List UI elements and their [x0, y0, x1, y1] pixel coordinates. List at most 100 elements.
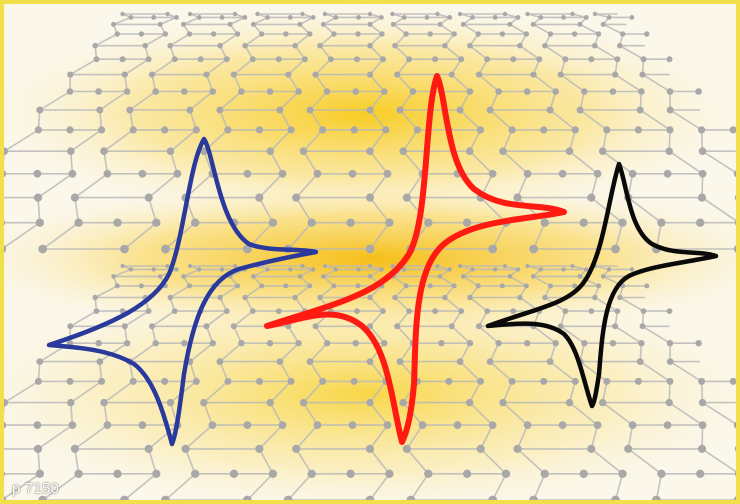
carbon-atom	[612, 71, 619, 78]
carbon-atom	[287, 126, 295, 134]
carbon-atom	[276, 358, 284, 365]
carbon-atom	[538, 15, 544, 20]
carbon-atom	[283, 283, 289, 289]
carbon-atom	[476, 444, 485, 453]
carbon-atom	[593, 169, 602, 178]
carbon-atom	[733, 421, 736, 429]
carbon-atom	[523, 283, 529, 289]
carbon-atom	[327, 56, 334, 63]
carbon-atom	[191, 218, 200, 227]
carbon-atom	[657, 469, 666, 478]
carbon-atom	[129, 126, 137, 134]
carbon-atom	[217, 294, 223, 301]
carbon-atom	[103, 169, 112, 178]
carbon-atom	[540, 377, 548, 385]
carbon-atom	[503, 264, 507, 268]
carbon-atom	[529, 495, 538, 500]
carbon-atom	[385, 469, 394, 478]
carbon-atom	[138, 169, 147, 178]
carbon-atom	[502, 11, 508, 17]
carbon-atom	[67, 147, 75, 155]
carbon-atom	[295, 340, 302, 347]
carbon-atom	[462, 218, 472, 227]
carbon-atom	[35, 469, 44, 478]
carbon-atom	[614, 308, 621, 314]
carbon-atom	[288, 267, 293, 272]
carbon-atom	[451, 31, 457, 37]
carbon-atom	[734, 470, 736, 477]
carbon-atom	[230, 323, 237, 330]
carbon-atom	[367, 323, 373, 330]
carbon-atom	[114, 31, 121, 37]
carbon-atom	[413, 126, 421, 134]
carbon-atom	[162, 31, 169, 37]
carbon-atom	[488, 169, 497, 178]
carbon-atom	[152, 218, 161, 227]
carbon-atom	[120, 264, 125, 268]
carbon-atom	[331, 31, 337, 37]
carbon-atom	[484, 56, 491, 63]
carbon-atom	[255, 11, 260, 17]
carbon-atom	[285, 71, 292, 78]
carbon-atom	[638, 88, 645, 95]
carbon-atom	[403, 31, 409, 37]
carbon-atom	[121, 323, 128, 330]
carbon-atom	[466, 340, 474, 347]
carbon-atom	[451, 283, 457, 289]
carbon-atom	[4, 219, 6, 226]
carbon-atom	[4, 170, 7, 178]
carbon-atom	[317, 294, 323, 301]
carbon-atom	[536, 56, 543, 63]
carbon-atom	[565, 147, 574, 155]
carbon-atom	[232, 11, 238, 17]
carbon-atom	[366, 147, 374, 155]
carbon-atom	[538, 267, 543, 272]
carbon-atom	[499, 398, 507, 407]
carbon-atom	[256, 377, 263, 385]
carbon-atom	[390, 21, 396, 27]
carbon-atom	[734, 194, 736, 201]
carbon-atom	[486, 358, 494, 365]
carbon-atom	[259, 283, 265, 289]
carbon-atom	[234, 31, 241, 37]
carbon-atom	[367, 21, 373, 27]
carbon-atom	[698, 377, 706, 385]
carbon-atom	[636, 358, 644, 365]
carbon-atom	[418, 421, 427, 429]
carbon-atom	[128, 267, 134, 272]
carbon-atom	[467, 42, 473, 49]
carbon-atom	[558, 169, 567, 178]
carbon-atom	[255, 444, 264, 453]
carbon-atom	[624, 444, 633, 453]
carbon-atom	[548, 283, 553, 289]
carbon-atom	[382, 126, 390, 134]
carbon-atom	[128, 15, 134, 20]
carbon-atom	[611, 244, 620, 254]
carbon-atom	[321, 274, 326, 279]
carbon-atom	[93, 308, 100, 314]
carbon-atom	[611, 495, 620, 500]
carbon-atom	[513, 193, 522, 202]
carbon-atom	[476, 126, 485, 134]
carbon-atom	[365, 495, 375, 500]
carbon-atom	[593, 421, 602, 429]
carbon-atom	[634, 377, 642, 385]
carbon-atom	[223, 308, 230, 314]
carbon-atom	[697, 444, 707, 453]
carbon-atom	[66, 126, 74, 134]
carbon-atom	[438, 340, 445, 347]
carbon-atom	[515, 15, 521, 20]
carbon-atom	[367, 294, 373, 301]
carbon-atom	[529, 244, 538, 254]
carbon-atom	[448, 71, 455, 78]
carbon-atom	[166, 398, 175, 407]
carbon-atom	[508, 377, 516, 385]
carbon-atom	[92, 294, 98, 301]
carbon-atom	[379, 15, 384, 20]
carbon-atom	[266, 398, 274, 407]
carbon-atom	[249, 56, 256, 63]
carbon-atom	[442, 42, 448, 49]
carbon-atom	[577, 21, 583, 27]
carbon-atom	[323, 264, 327, 268]
carbon-atom	[306, 106, 314, 114]
